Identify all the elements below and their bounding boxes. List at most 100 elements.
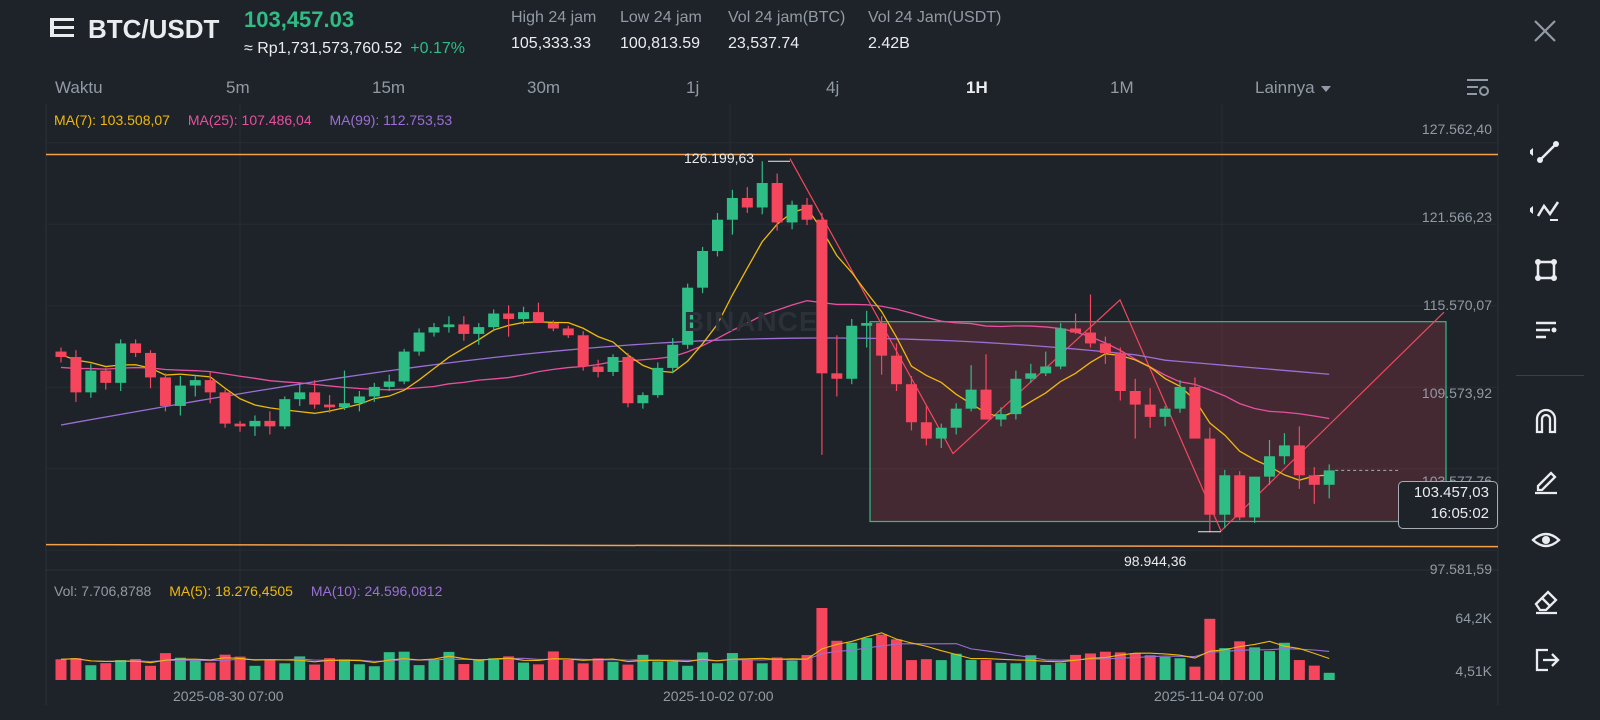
volume-bar xyxy=(70,658,82,680)
tf-4h[interactable]: 4j xyxy=(826,78,840,97)
candle-body xyxy=(1040,366,1052,374)
volume-bar xyxy=(771,657,783,680)
volume-bar xyxy=(1055,662,1067,680)
candle-body xyxy=(413,332,425,352)
candle-body xyxy=(592,366,604,372)
tf-15m[interactable]: 15m xyxy=(372,78,406,97)
volume-bar xyxy=(1264,651,1276,680)
pair-name[interactable]: BTC/USDT xyxy=(88,14,220,44)
volume-bar xyxy=(905,660,917,680)
tf-1d[interactable]: 1H xyxy=(966,78,988,97)
candle-body xyxy=(204,380,216,393)
candle-body xyxy=(324,404,336,408)
ma25-line xyxy=(60,300,1330,420)
volume-bar xyxy=(1219,648,1231,680)
stat-high-24h: High 24 jam 105,333.33 xyxy=(511,9,596,53)
candle-body xyxy=(398,351,410,382)
volume-bar xyxy=(592,658,604,680)
candle-body xyxy=(771,183,783,223)
candle-body xyxy=(697,250,709,288)
candle-body xyxy=(219,392,231,424)
candle-body xyxy=(876,323,888,356)
tf-5m[interactable]: 5m xyxy=(226,78,250,97)
volume-bar xyxy=(1114,652,1126,680)
menu-icon[interactable] xyxy=(50,16,78,40)
candle-body xyxy=(607,357,619,372)
ma25-label: MA(25): 107.486,04 xyxy=(187,112,312,128)
candle-body xyxy=(249,420,261,427)
volume-bar xyxy=(1204,618,1216,680)
candle-body xyxy=(652,367,664,396)
fib-icon[interactable] xyxy=(1530,194,1562,226)
period-high-marker: 126.199,63 xyxy=(684,150,755,166)
candle-body xyxy=(309,392,321,405)
ma99-label: MA(99): 112.753,53 xyxy=(329,112,453,128)
volume-bar xyxy=(547,651,559,680)
trend-line-icon[interactable] xyxy=(1530,136,1562,168)
eye-icon[interactable] xyxy=(1530,524,1562,556)
date-axis-label: 2025-11-04 07:00 xyxy=(1154,688,1264,704)
candle-body xyxy=(488,313,500,328)
shape-icon[interactable] xyxy=(1530,254,1562,286)
volume-bar xyxy=(891,639,903,680)
candle-body xyxy=(1189,386,1201,439)
candle-body xyxy=(682,287,694,345)
candlestick-chart[interactable] xyxy=(0,100,1500,705)
last-price: 103,457.03 xyxy=(244,7,355,32)
current-price: 103.457,03 xyxy=(1413,484,1489,501)
candle-body xyxy=(115,343,127,383)
magnet-icon[interactable] xyxy=(1530,404,1562,436)
eraser-icon[interactable] xyxy=(1530,584,1562,616)
tf-30m[interactable]: 30m xyxy=(527,78,561,97)
candle-body xyxy=(711,219,723,251)
vol-label: Vol: 7.706,8788 xyxy=(54,583,152,599)
volume-bar xyxy=(622,664,634,680)
volume-bar xyxy=(980,660,992,680)
candle-body xyxy=(1114,352,1126,391)
candle-body xyxy=(1204,438,1216,515)
ticker-header: BTC/USDT 103,457.03 ≈ Rp1,731,573,760.52… xyxy=(0,0,1600,70)
tf-time[interactable]: Waktu xyxy=(55,78,103,97)
close-icon[interactable] xyxy=(1532,18,1558,44)
volume-axis-label: 64,2K xyxy=(1455,610,1492,626)
candle-body xyxy=(70,357,82,393)
tf-1h[interactable]: 1j xyxy=(686,78,700,97)
volume-bar xyxy=(473,660,485,680)
volume-bar xyxy=(995,662,1007,680)
candle-body xyxy=(1099,343,1111,353)
volume-bar xyxy=(637,654,649,680)
exit-icon[interactable] xyxy=(1530,644,1562,676)
candle-body xyxy=(816,219,828,374)
candle-body xyxy=(622,357,634,404)
volume-legend: Vol: 7.706,8788 MA(5): 18.276,4505 MA(10… xyxy=(54,583,456,599)
candle-body xyxy=(264,420,276,427)
pencil-icon[interactable] xyxy=(1530,464,1562,496)
volume-bar xyxy=(816,608,828,680)
tf-1m[interactable]: 1M xyxy=(1110,78,1134,97)
volume-bar xyxy=(562,659,574,680)
candle-body xyxy=(905,384,917,423)
volume-bar xyxy=(368,666,380,680)
price-axis-label: 97.581,59 xyxy=(1429,561,1492,577)
change-percent: +0.17% xyxy=(410,40,465,57)
candle-body xyxy=(130,343,142,353)
tf-more[interactable]: Lainnya xyxy=(1255,78,1331,98)
candle-body xyxy=(159,377,171,406)
candle-body xyxy=(637,395,649,404)
candle-body xyxy=(891,355,903,385)
date-axis-label: 2025-10-02 07:00 xyxy=(663,688,774,704)
volume-bar xyxy=(174,657,186,680)
chart-settings-icon[interactable] xyxy=(1466,76,1490,98)
chevron-down-icon xyxy=(1320,85,1331,92)
volume-bar xyxy=(1234,641,1246,680)
candle-body xyxy=(518,312,530,319)
volume-bar xyxy=(130,659,142,680)
candle-body xyxy=(503,313,515,319)
volume-bar xyxy=(279,663,291,680)
text-lines-icon[interactable] xyxy=(1530,314,1562,346)
candle-body xyxy=(1249,476,1261,518)
price-axis-label: 115.570,07 xyxy=(1422,297,1492,313)
stat-label: Vol 24 jam(BTC) xyxy=(728,9,846,26)
volume-bar xyxy=(1010,663,1022,680)
candle-body xyxy=(801,204,813,220)
